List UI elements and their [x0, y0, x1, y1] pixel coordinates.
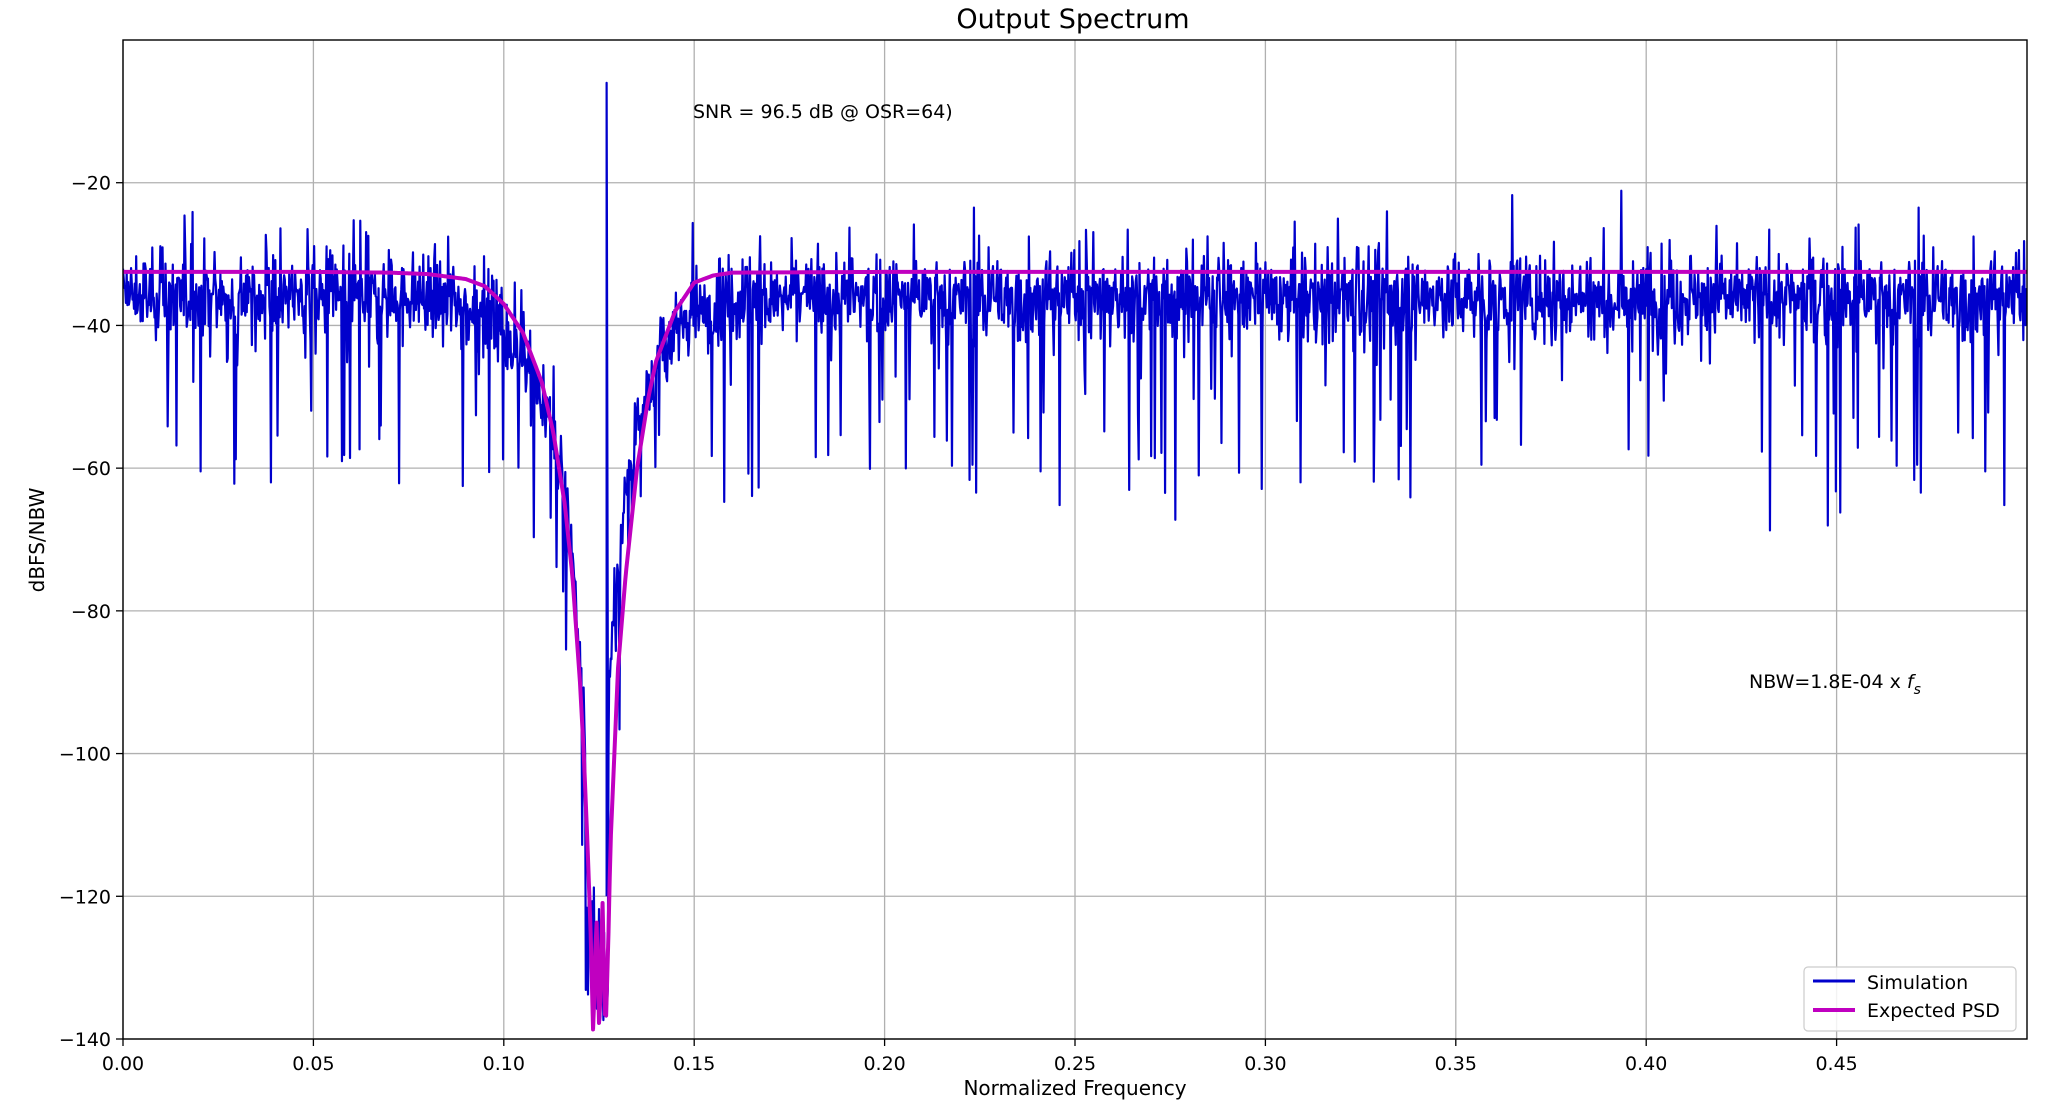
x-tick-label: 0.15: [673, 1053, 715, 1075]
legend: Simulation Expected PSD: [1803, 966, 2017, 1032]
x-tick-label: 0.05: [292, 1053, 334, 1075]
nbw-annotation-f: f: [1907, 671, 1917, 693]
x-tick-label: 0.35: [1435, 1053, 1477, 1075]
x-tick-label: 0.40: [1625, 1053, 1667, 1075]
y-axis-ticks: −20 −40 −60 −80 −100 −120 −140: [59, 173, 123, 1051]
x-tick-label: 0.00: [102, 1053, 144, 1075]
expected-psd-series-line: [123, 269, 2027, 1032]
nbw-annotation-subscript: s: [1914, 682, 1921, 698]
y-tick-label: −60: [71, 458, 111, 480]
y-tick-label: −140: [59, 1029, 111, 1051]
x-tick-label: 0.45: [1815, 1053, 1857, 1075]
y-tick-label: −100: [59, 744, 111, 766]
nbw-annotation: NBW=1.8E-04 x fs: [1749, 671, 1921, 698]
x-axis-label: Normalized Frequency: [963, 1076, 1186, 1100]
simulation-series-line: [123, 81, 2027, 1025]
x-tick-label: 0.20: [863, 1053, 905, 1075]
y-tick-label: −80: [71, 601, 111, 623]
x-axis-ticks: 0.00 0.05 0.10 0.15 0.20 0.25 0.30 0.35 0.40 0.45: [102, 1039, 1858, 1075]
y-tick-label: −20: [71, 173, 111, 195]
y-tick-label: −40: [71, 315, 111, 337]
x-tick-label: 0.10: [483, 1053, 525, 1075]
legend-box: [1803, 966, 2017, 1032]
legend-simulation-label: Simulation: [1867, 972, 1968, 994]
y-tick-label: −120: [59, 886, 111, 908]
x-tick-label: 0.25: [1054, 1053, 1096, 1075]
snr-annotation: SNR = 96.5 dB @ OSR=64): [693, 101, 953, 123]
chart-title: Output Spectrum: [956, 4, 1189, 35]
legend-expected-psd-label: Expected PSD: [1867, 1000, 2000, 1022]
x-tick-label: 0.30: [1244, 1053, 1286, 1075]
nbw-annotation-value: NBW=1.8E-04 x: [1749, 671, 1907, 693]
y-axis-label: dBFS/NBW: [25, 487, 49, 592]
